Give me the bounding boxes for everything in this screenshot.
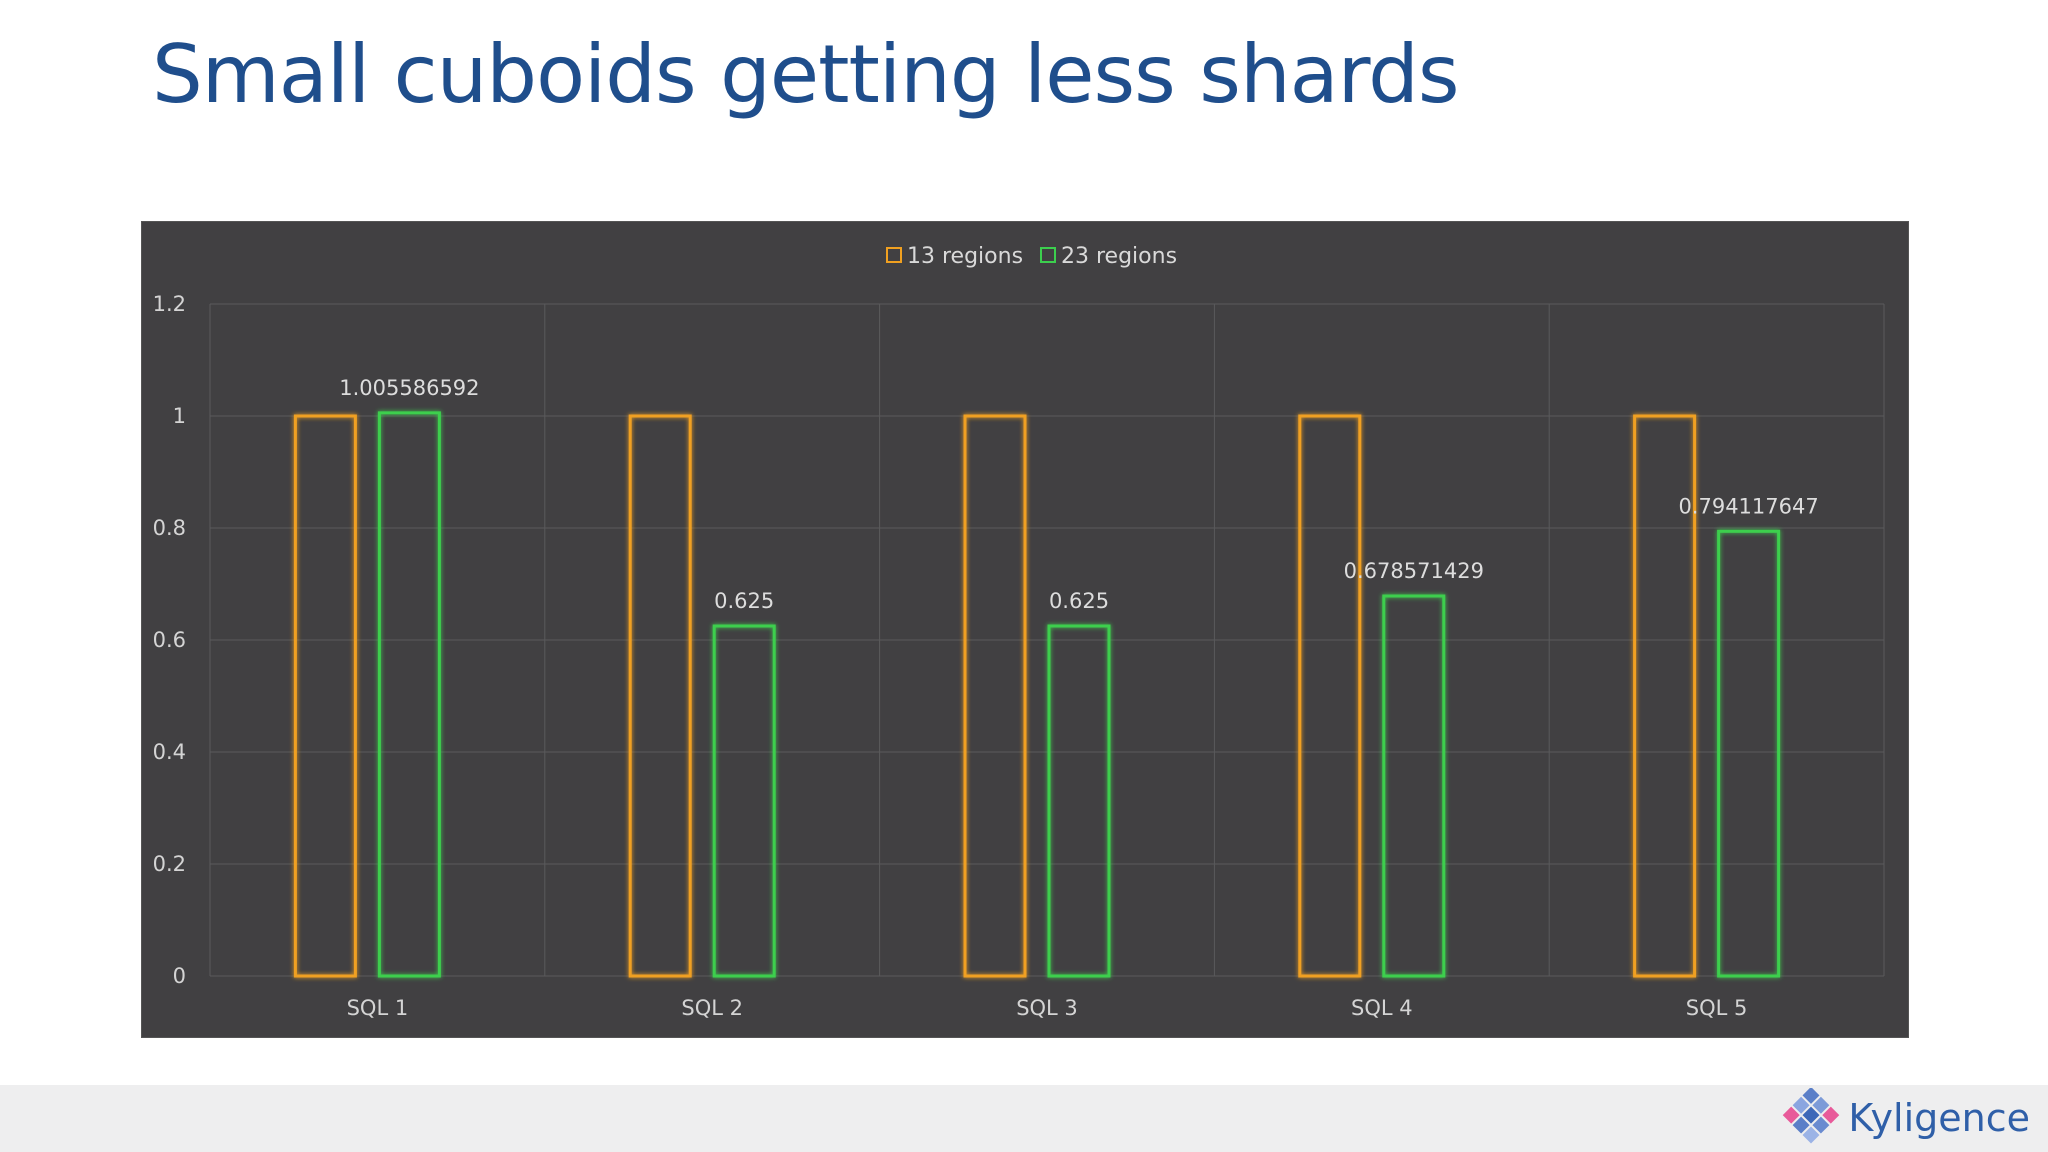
legend-label: 23 regions <box>1061 244 1177 269</box>
bar-23-regions <box>1382 594 1446 978</box>
bar-chart: 13 regions 23 regions 0 0.2 0.4 0.6 0.8 1 1.2 1… <box>153 244 1885 1020</box>
legend: 13 regions 23 regions <box>886 244 1177 269</box>
bar-23-regions <box>712 624 776 978</box>
y-tick-label: 0.4 <box>153 740 186 764</box>
x-tick-label: SQL 2 <box>681 996 743 1020</box>
data-label: 0.625 <box>714 589 774 613</box>
bar-13-regions <box>963 414 1027 978</box>
data-label: 0.625 <box>1049 589 1109 613</box>
legend-label: 13 regions <box>907 244 1023 269</box>
data-label: 0.678571429 <box>1344 559 1484 583</box>
y-tick-label: 0.8 <box>153 516 186 540</box>
y-tick-label: 1.2 <box>153 292 186 316</box>
bar-13-regions <box>293 414 357 978</box>
slide-title: Small cuboids getting less shards <box>152 28 1460 121</box>
bar-13-regions <box>628 414 692 978</box>
bar-23-regions <box>1717 529 1781 978</box>
legend-swatch-13-regions <box>886 247 902 263</box>
y-tick-label: 0.2 <box>153 852 186 876</box>
y-tick-label: 0 <box>173 964 186 988</box>
y-tick-label: 0.6 <box>153 628 186 652</box>
x-tick-label: SQL 5 <box>1686 996 1748 1020</box>
y-axis: 0 0.2 0.4 0.6 0.8 1 1.2 <box>153 292 186 988</box>
x-tick-label: SQL 4 <box>1351 996 1413 1020</box>
brand-name: Kyligence <box>1848 1096 2030 1140</box>
brand-logo: Kyligence <box>1778 1088 2030 1148</box>
y-tick-label: 1 <box>173 404 186 428</box>
legend-swatch-23-regions <box>1040 247 1056 263</box>
bar-23-regions <box>1047 624 1111 978</box>
data-label: 0.794117647 <box>1678 494 1818 518</box>
x-tick-label: SQL 1 <box>347 996 409 1020</box>
bars: 1.005586592 0.625 0.625 0.678571429 0.794117… <box>293 376 1819 978</box>
gridlines <box>209 303 1885 977</box>
x-tick-label: SQL 3 <box>1016 996 1078 1020</box>
x-axis: SQL 1 SQL 2 SQL 3 SQL 4 SQL 5 <box>347 996 1748 1020</box>
kyligence-logo-icon <box>1783 1088 1840 1144</box>
bar-13-regions <box>1633 414 1697 978</box>
chart-panel: 13 regions 23 regions 0 0.2 0.4 0.6 0.8 1 1.2 1… <box>141 221 1909 1038</box>
data-label: 1.005586592 <box>339 376 479 400</box>
bar-13-regions <box>1298 414 1362 978</box>
bar-23-regions <box>377 411 441 978</box>
footer-bar <box>0 1085 2048 1152</box>
